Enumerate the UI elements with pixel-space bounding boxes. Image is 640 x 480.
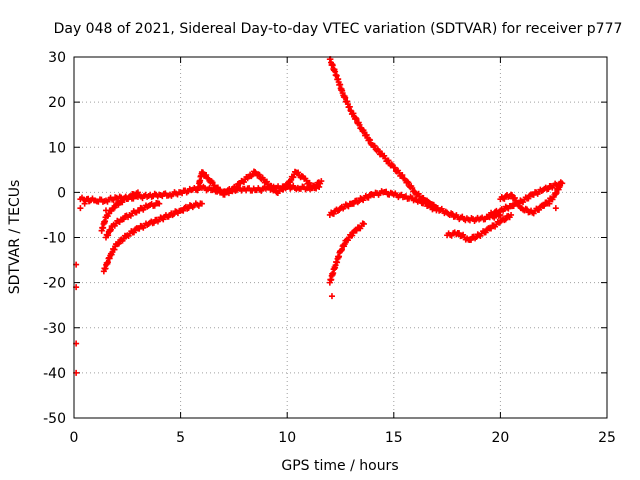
series-bumps-6-11h (194, 168, 325, 198)
y-tick-label: 0 (57, 185, 66, 201)
data-point (405, 179, 412, 186)
x-tick-label: 5 (176, 430, 185, 446)
data-point (199, 169, 206, 176)
data-point (411, 188, 418, 195)
chart-title: Day 048 of 2021, Sidereal Day-to-day VTE… (54, 21, 623, 37)
series-descending-arc-12-17h (326, 56, 440, 212)
series-early-decay-arc-2 (102, 200, 163, 241)
series-12h-start-points (328, 293, 335, 300)
x-tick-label: 20 (491, 430, 509, 446)
data-point (515, 200, 522, 207)
data-point (360, 220, 367, 227)
series-tail-low-points (540, 200, 559, 212)
data-point (214, 184, 221, 191)
data-point (557, 182, 564, 189)
data-point (328, 293, 335, 300)
data-point (209, 179, 216, 186)
data-point (134, 189, 141, 196)
series-late-arc-after-12h (326, 220, 367, 286)
data-point (371, 142, 378, 149)
data-point (502, 216, 509, 223)
data-point (116, 240, 123, 247)
data-point (511, 194, 518, 201)
data-point (318, 178, 325, 185)
series-lower-arcs-17-5-20h (444, 211, 515, 244)
data-point (127, 194, 134, 201)
data-point (375, 147, 382, 154)
data-point (203, 172, 210, 179)
data-point (429, 201, 436, 208)
data-point (546, 200, 553, 207)
data-point (399, 172, 406, 179)
data-point (233, 184, 240, 191)
y-tick-label: -50 (43, 411, 66, 427)
data-point (536, 206, 543, 213)
data-points (73, 56, 566, 376)
data-point (409, 185, 416, 192)
data-point (508, 211, 515, 218)
data-point (363, 131, 370, 138)
data-point (540, 202, 547, 209)
y-tick-label: -40 (43, 366, 66, 382)
series-rising-arcs-2-4h (98, 189, 141, 234)
data-point (313, 183, 320, 190)
x-tick-label: 25 (598, 430, 616, 446)
data-point (482, 229, 489, 236)
y-tick-label: 20 (48, 95, 66, 111)
series-early-decay-arc-1 (100, 200, 205, 275)
data-point (391, 164, 398, 171)
data-point (295, 169, 302, 176)
data-point (111, 204, 118, 211)
y-tick-label: 30 (48, 50, 66, 66)
data-point (349, 232, 356, 239)
x-tick-label: 0 (70, 430, 79, 446)
data-point (156, 200, 163, 207)
y-tick-label: -20 (43, 276, 66, 292)
data-point (198, 200, 205, 207)
data-point (367, 137, 374, 144)
grid (74, 57, 607, 418)
data-point (488, 225, 495, 232)
data-point (130, 229, 137, 236)
data-point (525, 195, 532, 202)
data-point (81, 200, 88, 207)
data-point (85, 198, 92, 205)
x-axis-label: GPS time / hours (281, 458, 398, 474)
data-point (388, 161, 395, 168)
data-point (330, 210, 337, 217)
data-point (120, 216, 127, 223)
y-tick-label: 10 (48, 140, 66, 156)
data-point (221, 191, 228, 198)
plot-frame (73, 56, 608, 419)
data-point (353, 227, 360, 234)
data-point (344, 237, 351, 244)
data-point (306, 179, 313, 186)
y-tick-label: -10 (43, 231, 66, 247)
y-axis-label: SDTVAR / TECUs (7, 180, 23, 295)
x-axis-ticks: 0 5 10 15 20 25 (70, 57, 616, 446)
data-point (385, 157, 392, 164)
y-axis-ticks: -50 -40 -30 -20 -10 0 10 20 30 (43, 50, 607, 427)
data-point (256, 171, 263, 178)
data-point (552, 205, 559, 212)
data-point (77, 205, 84, 212)
x-tick-label: 15 (385, 430, 403, 446)
x-tick-label: 10 (278, 430, 296, 446)
y-tick-label: -30 (43, 321, 66, 337)
data-point (268, 182, 275, 189)
